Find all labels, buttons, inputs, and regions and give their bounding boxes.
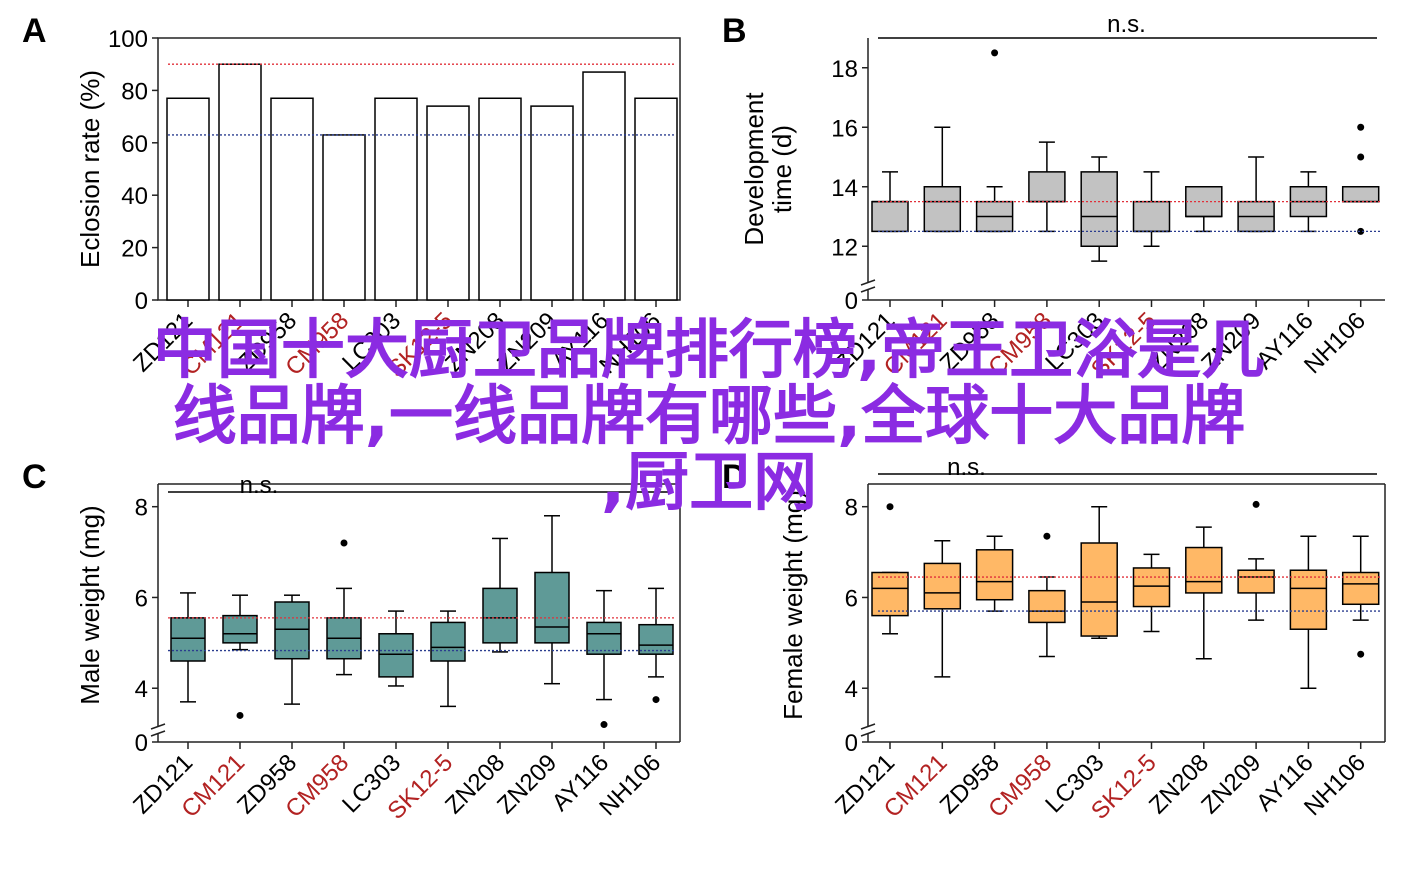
y-axis-label: Eclosion rate (%) bbox=[75, 70, 105, 268]
bar bbox=[478, 97, 522, 301]
outlier-point bbox=[1357, 650, 1365, 658]
bar bbox=[634, 97, 678, 301]
box bbox=[378, 633, 414, 678]
box bbox=[430, 621, 466, 662]
outlier-point bbox=[600, 721, 608, 729]
box bbox=[274, 601, 310, 660]
y-axis-label: time (d) bbox=[767, 125, 797, 213]
box bbox=[923, 186, 962, 233]
outlier-point bbox=[991, 49, 999, 57]
y-tick-label: 18 bbox=[831, 56, 858, 83]
bar bbox=[270, 97, 314, 301]
bar bbox=[166, 97, 210, 301]
bar bbox=[322, 134, 366, 301]
y-tick-label: 8 bbox=[845, 495, 858, 522]
axis-break-mark bbox=[860, 730, 876, 737]
box bbox=[1028, 589, 1066, 624]
y-tick-label: 0 bbox=[135, 730, 148, 757]
axis-break-mark bbox=[150, 723, 166, 730]
y-tick-label: 40 bbox=[121, 183, 148, 210]
y-tick-label: 8 bbox=[135, 495, 148, 522]
box bbox=[1132, 567, 1171, 608]
outlier-point bbox=[340, 539, 348, 547]
box bbox=[871, 571, 909, 617]
box bbox=[1341, 186, 1380, 203]
box bbox=[482, 587, 518, 644]
x-tick-label: ZN209 bbox=[492, 749, 562, 819]
y-tick-label: 0 bbox=[845, 730, 858, 757]
bar bbox=[426, 105, 470, 301]
y-tick-label: 6 bbox=[135, 585, 148, 612]
bar bbox=[218, 63, 262, 301]
outlier-point bbox=[1357, 123, 1365, 131]
outlier-point bbox=[1357, 227, 1365, 235]
panel-letter: A bbox=[22, 12, 47, 50]
panel-letter: B bbox=[722, 12, 747, 50]
box bbox=[170, 617, 206, 662]
y-tick-label: 60 bbox=[121, 131, 148, 158]
x-tick-label: ZN209 bbox=[1196, 749, 1266, 819]
outlier-point bbox=[236, 711, 244, 719]
bar bbox=[582, 71, 626, 301]
box bbox=[1028, 171, 1066, 203]
axis-break-mark bbox=[860, 279, 876, 286]
y-axis-label: Female weight (mg) bbox=[778, 490, 808, 720]
outlier-point bbox=[886, 503, 894, 511]
outlier-point bbox=[1357, 153, 1365, 161]
box bbox=[1080, 171, 1118, 247]
significance-label: n.s. bbox=[947, 454, 986, 481]
y-tick-label: 80 bbox=[121, 78, 148, 105]
y-tick-label: 14 bbox=[831, 175, 858, 202]
y-axis-label: Male weight (mg) bbox=[75, 505, 105, 704]
box bbox=[923, 562, 962, 610]
box bbox=[638, 623, 674, 655]
axis-break-mark bbox=[860, 723, 876, 730]
panel-letter: C bbox=[22, 458, 47, 496]
y-tick-label: 4 bbox=[845, 676, 858, 703]
box bbox=[871, 200, 909, 233]
panel-letter: D bbox=[722, 458, 747, 496]
box bbox=[975, 549, 1014, 601]
box bbox=[1237, 569, 1275, 594]
y-axis-label: Development bbox=[739, 92, 769, 246]
box bbox=[222, 614, 258, 644]
y-tick-label: 16 bbox=[831, 115, 858, 142]
y-tick-label: 0 bbox=[135, 288, 148, 315]
outlier-point bbox=[1043, 532, 1051, 540]
bar bbox=[530, 105, 574, 301]
axis-break-mark bbox=[860, 286, 876, 293]
y-tick-label: 6 bbox=[845, 585, 858, 612]
box bbox=[534, 571, 570, 644]
y-tick-label: 12 bbox=[831, 234, 858, 261]
y-tick-label: 4 bbox=[135, 676, 148, 703]
x-tick-label: ZN209 bbox=[492, 307, 562, 377]
y-tick-label: 0 bbox=[845, 288, 858, 315]
bar bbox=[374, 97, 418, 301]
box bbox=[1132, 200, 1171, 233]
y-tick-label: 20 bbox=[121, 236, 148, 263]
y-tick-label: 100 bbox=[108, 26, 148, 53]
outlier-point bbox=[1252, 500, 1260, 508]
x-tick-label: ZN209 bbox=[1196, 307, 1266, 377]
plot-frame bbox=[157, 37, 681, 301]
box bbox=[586, 621, 622, 655]
box bbox=[1289, 569, 1328, 630]
box bbox=[1341, 571, 1380, 606]
outlier-point bbox=[652, 696, 660, 704]
box bbox=[1185, 546, 1223, 594]
axis-break-mark bbox=[150, 730, 166, 737]
significance-label: n.s. bbox=[1107, 11, 1146, 38]
significance-label: n.s. bbox=[240, 472, 279, 499]
box bbox=[1080, 542, 1118, 637]
